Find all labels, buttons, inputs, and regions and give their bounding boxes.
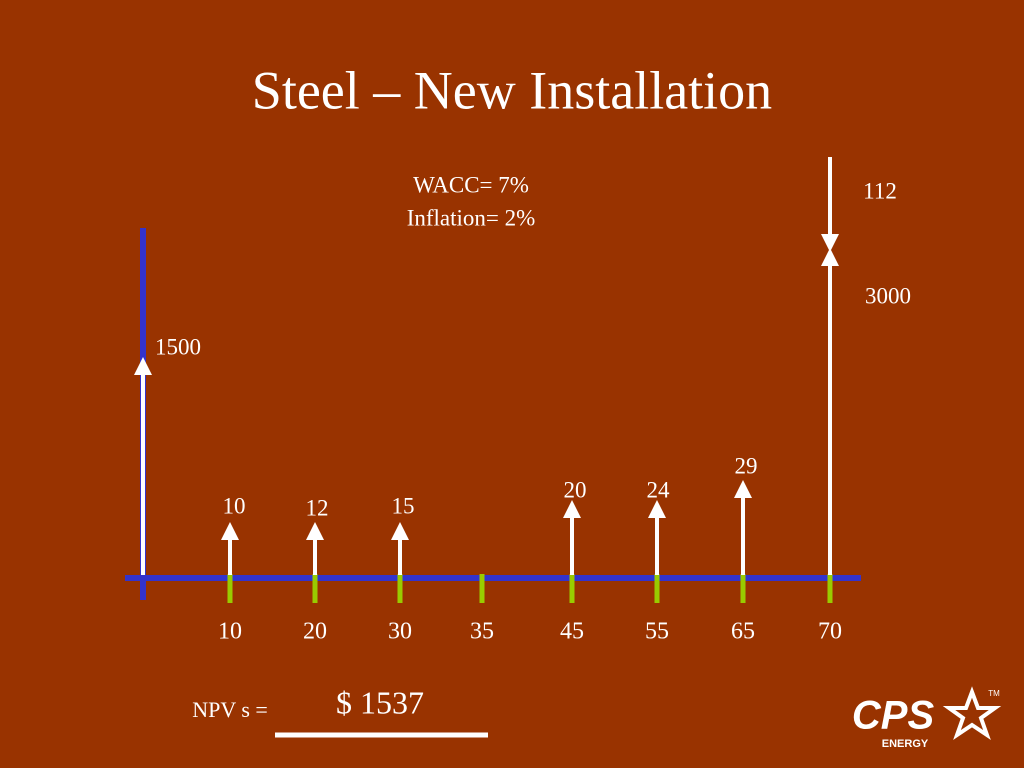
- rate-note: WACC= 7%: [413, 172, 529, 197]
- time-label: 45: [560, 619, 584, 645]
- npv-label: NPV s =: [192, 697, 268, 722]
- time-label: 20: [303, 619, 327, 645]
- time-label: 10: [218, 619, 242, 645]
- cash-label: 10: [223, 493, 246, 518]
- cash-arrow-head: [306, 522, 324, 540]
- logo-star: [942, 686, 1002, 740]
- time-label: 55: [645, 619, 669, 645]
- cash-arrow-head: [134, 357, 152, 375]
- cash-arrow-head: [821, 234, 839, 252]
- cash-arrow-head: [391, 522, 409, 540]
- cash-label: 29: [735, 453, 758, 478]
- cash-label: 15: [392, 493, 415, 518]
- logo-tm: TM: [988, 689, 1000, 698]
- cash-arrow-head: [221, 522, 239, 540]
- cash-arrow-head: [648, 500, 666, 518]
- cash-label: 12: [306, 495, 329, 520]
- logo-name: CPS: [852, 694, 935, 738]
- npv-value: $ 1537: [336, 684, 424, 720]
- cash-arrow-head: [734, 480, 752, 498]
- cash-label: 1500: [155, 334, 201, 359]
- time-label: 70: [818, 619, 842, 645]
- time-label: 65: [731, 619, 755, 645]
- time-label: 30: [388, 619, 412, 645]
- cash-arrow-head: [563, 500, 581, 518]
- cash-label: 3000: [865, 283, 911, 308]
- logo-sub: ENERGY: [882, 738, 929, 750]
- time-label: 35: [470, 619, 494, 645]
- cash-label: 20: [564, 477, 587, 502]
- slide-title: Steel – New Installation: [252, 60, 772, 120]
- cash-label: 24: [647, 477, 671, 502]
- cash-arrow-head: [821, 248, 839, 266]
- logo: CPS ENERGY TM: [852, 686, 1002, 750]
- cash-label: 112: [863, 178, 897, 203]
- rate-note: Inflation= 2%: [407, 205, 536, 230]
